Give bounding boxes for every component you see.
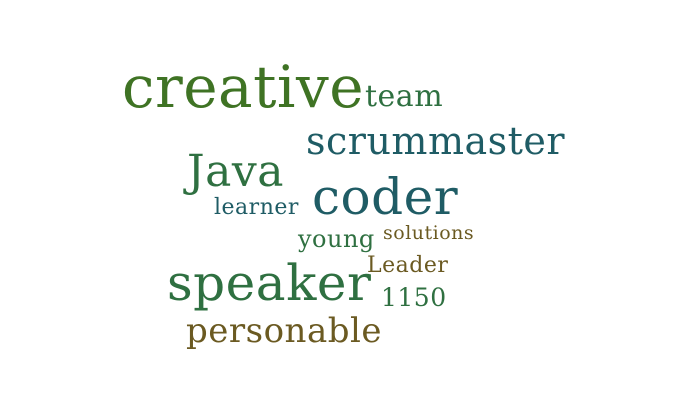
word-young: young: [298, 225, 375, 253]
word-coder: coder: [312, 168, 459, 226]
word-leader: Leader: [367, 253, 449, 278]
word-team: team: [365, 79, 444, 114]
word-learner: learner: [214, 195, 299, 220]
word-java: Java: [187, 146, 284, 197]
word-solutions: solutions: [383, 222, 475, 244]
word-creative: creative: [122, 53, 365, 121]
word-personable: personable: [186, 311, 382, 351]
word-speaker: speaker: [167, 254, 372, 312]
word-1150: 1150: [381, 283, 447, 312]
word-scrummaster: scrummaster: [306, 119, 566, 163]
